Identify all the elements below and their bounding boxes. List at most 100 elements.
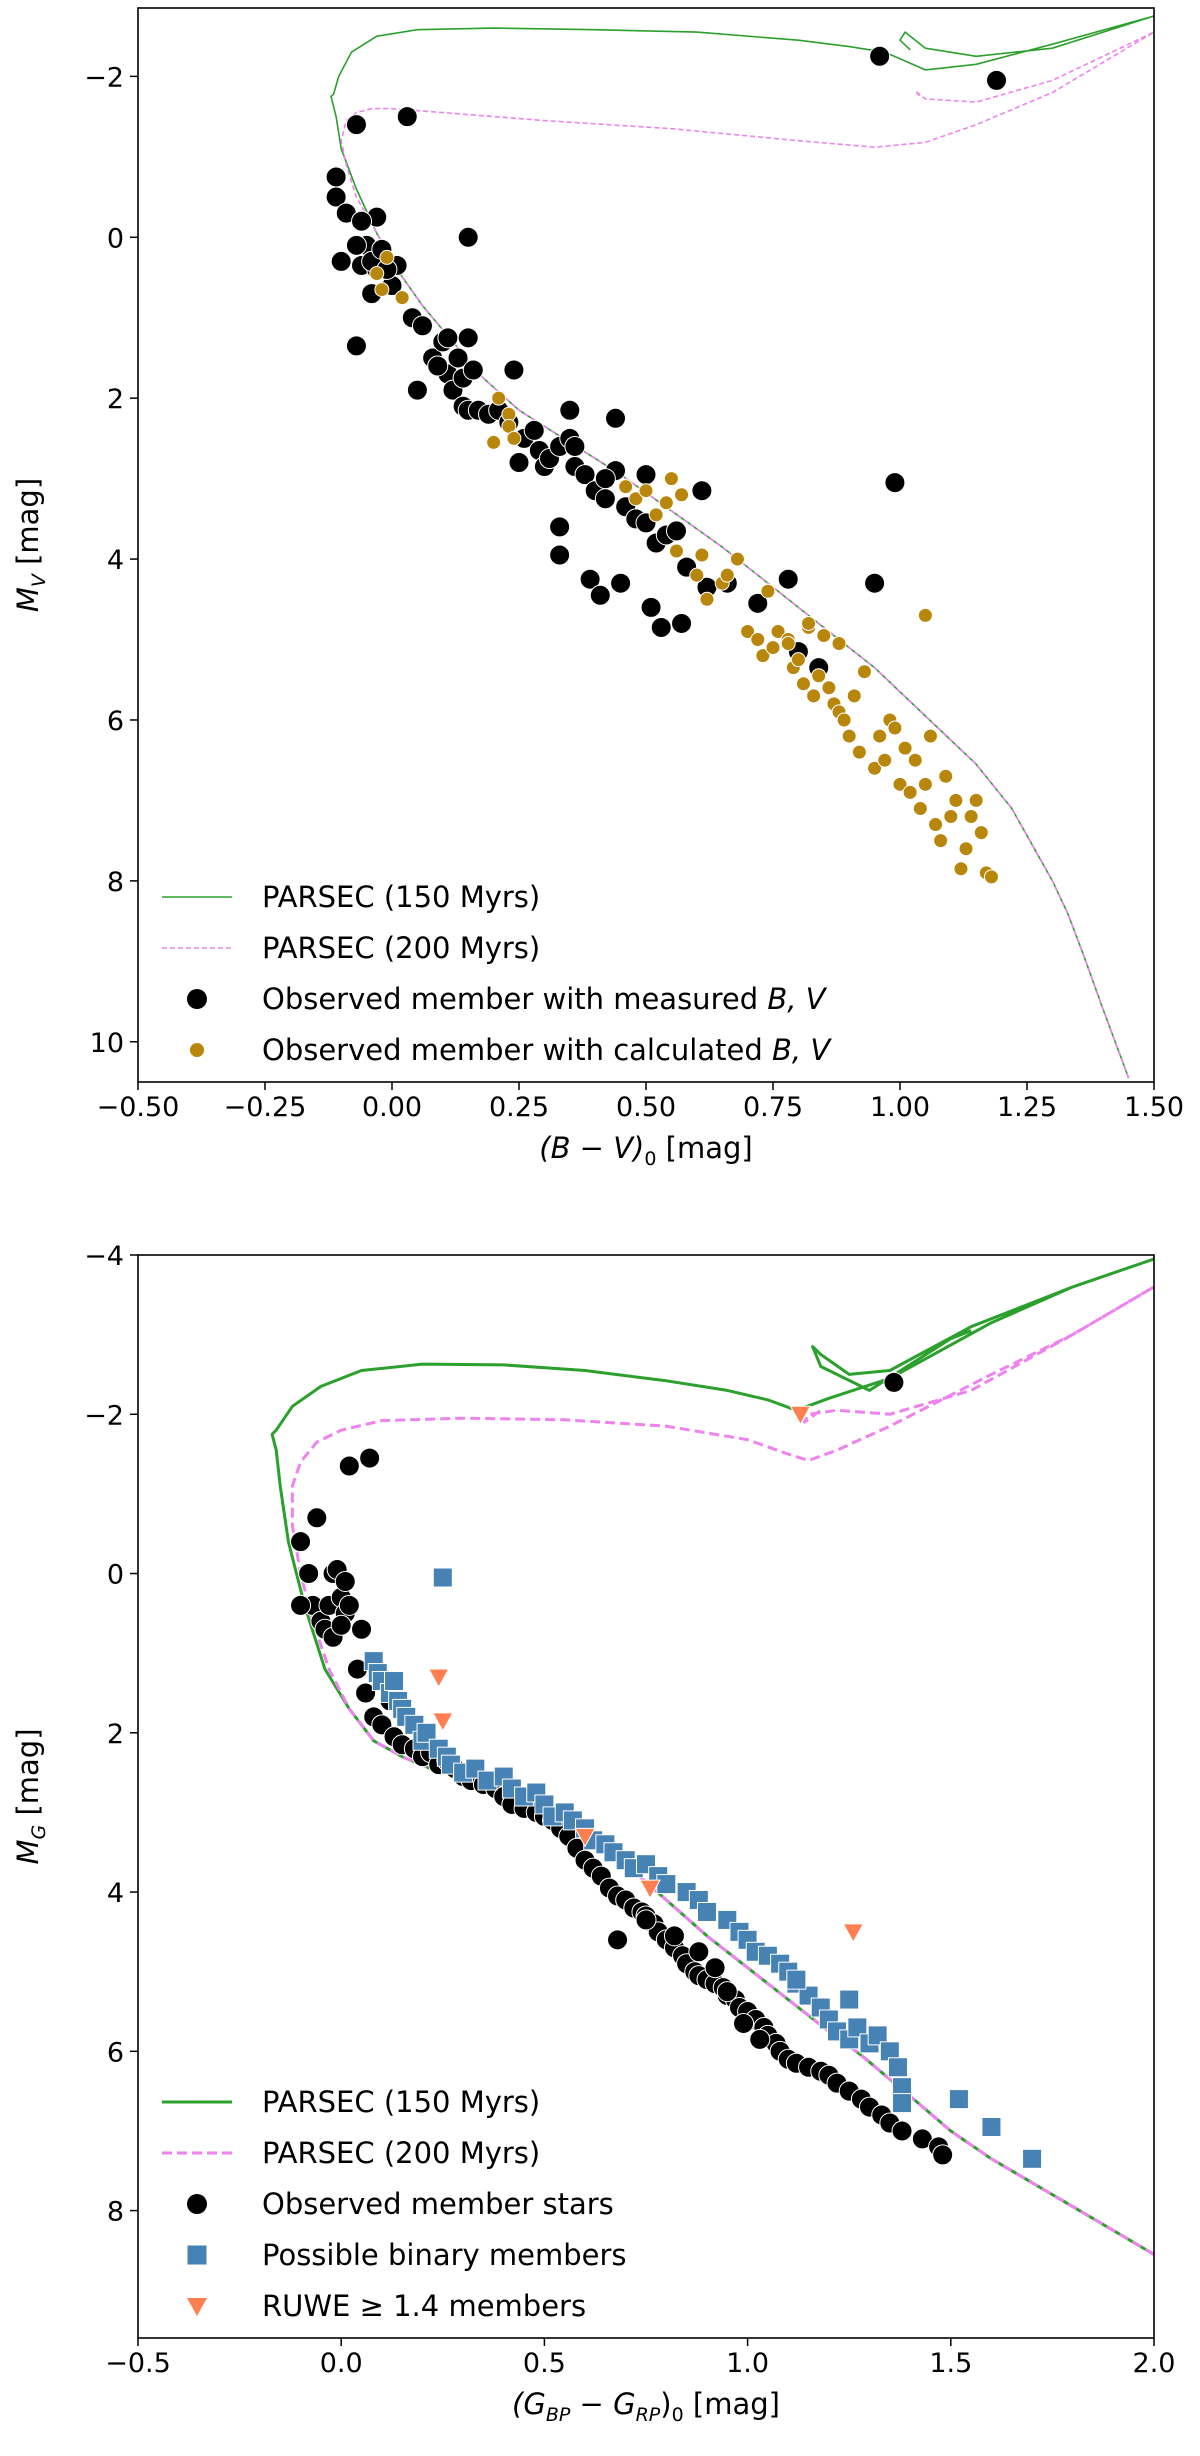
data-point	[933, 833, 949, 849]
data-point	[811, 668, 827, 684]
data-point	[486, 434, 502, 450]
legend-label: PARSEC (200 Myrs)	[262, 2136, 540, 2170]
data-point	[374, 282, 390, 298]
y-tick-label: 8	[107, 2197, 124, 2228]
data-point	[816, 628, 832, 644]
data-point	[605, 407, 627, 429]
data-point	[665, 520, 687, 542]
data-point	[359, 1447, 381, 1469]
data-point	[877, 752, 893, 768]
data-point	[884, 472, 906, 494]
x-tick-label: 0.00	[362, 1092, 422, 1123]
data-point	[948, 2089, 969, 2110]
legend-item: Observed member with calculated B, V	[190, 1033, 832, 1067]
plot-area	[270, 1257, 1154, 2256]
data-point	[668, 543, 684, 559]
data-point	[306, 1507, 328, 1529]
data-point	[856, 664, 872, 680]
data-point	[345, 234, 367, 256]
data-point	[928, 817, 944, 833]
data-point	[747, 592, 769, 614]
data-point	[892, 2093, 913, 2114]
legend-swatch	[187, 2298, 207, 2316]
data-point	[594, 468, 616, 490]
data-point	[770, 623, 786, 639]
data-point	[760, 583, 776, 599]
data-point	[508, 452, 530, 474]
data-point	[663, 1925, 685, 1947]
data-point	[842, 1923, 865, 1943]
data-point	[841, 728, 857, 744]
legend-item: PARSEC (150 Myrs)	[162, 2085, 540, 2119]
data-point	[883, 1371, 905, 1393]
data-point	[334, 1570, 356, 1592]
data-point	[864, 572, 886, 594]
data-point	[549, 544, 571, 566]
x-tick-label: −0.25	[224, 1092, 307, 1123]
y-tick-label: 6	[107, 2037, 124, 2068]
data-point	[325, 186, 347, 208]
y-tick-label: 4	[107, 1878, 124, 1909]
data-point	[872, 728, 888, 744]
data-point	[836, 712, 852, 728]
data-point	[902, 784, 918, 800]
data-point	[574, 1827, 596, 1848]
data-point	[579, 568, 601, 590]
data-point	[298, 1563, 320, 1585]
panel-cmd-bv: −0.50 −0.25 0.00 0.25 0.50 0.75 1.00 1.25 1.50 −2…	[11, 7, 1184, 1170]
data-point	[968, 792, 984, 808]
legend-item: RUWE ≥ 1.4 members	[187, 2289, 586, 2323]
legend: PARSEC (150 Myrs) PARSEC (200 Myrs) Observ…	[162, 2085, 627, 2323]
legend-item: PARSEC (150 Myrs)	[162, 880, 540, 914]
legend-item: Possible binary members	[187, 2238, 627, 2272]
data-point	[847, 2017, 868, 2038]
data-point	[887, 2057, 908, 2078]
data-point	[948, 792, 964, 808]
data-point	[345, 114, 367, 136]
data-point	[663, 471, 679, 487]
data-point	[691, 480, 713, 502]
x-tick-label: 0.75	[743, 1092, 803, 1123]
data-point	[369, 265, 385, 281]
y-tick-label: 10	[90, 1028, 124, 1059]
data-point	[384, 1671, 405, 1692]
data-point	[704, 1957, 726, 1979]
data-point	[506, 430, 522, 446]
data-point	[831, 636, 847, 652]
data-point	[1022, 2148, 1043, 2169]
data-point	[610, 572, 632, 594]
data-point	[897, 740, 913, 756]
data-point	[973, 825, 989, 841]
x-axis-label: (GBP − GRP)0 [mag]	[512, 2387, 780, 2426]
data-point	[355, 1682, 377, 1704]
data-point	[427, 355, 449, 377]
data-point	[574, 464, 596, 486]
data-point	[396, 106, 418, 128]
data-point	[789, 1405, 812, 1426]
data-point	[330, 1614, 352, 1636]
data-point	[607, 1929, 629, 1951]
data-point	[729, 551, 745, 567]
data-point	[869, 45, 891, 67]
x-tick-label: 0.0	[320, 2348, 363, 2379]
data-point	[755, 648, 771, 664]
data-point	[447, 347, 469, 369]
x-tick-label: −0.5	[105, 2348, 171, 2379]
x-axis-label: (B − V)0 [mag]	[539, 1131, 752, 1170]
data-point	[786, 1969, 807, 1990]
data-point	[411, 315, 433, 337]
data-point	[351, 210, 373, 232]
legend-item: PARSEC (200 Myrs)	[162, 931, 540, 965]
isochrone-line-0	[330, 15, 1154, 1079]
data-point	[589, 584, 611, 606]
data-point	[867, 760, 883, 776]
y-tick-label: 8	[107, 867, 124, 898]
x-tick-label: 0.5	[523, 2348, 566, 2379]
data-point	[983, 869, 999, 885]
legend-swatch	[187, 2245, 207, 2265]
data-point	[917, 607, 933, 623]
data-point	[958, 841, 974, 857]
data-point	[749, 2028, 771, 2050]
data-point	[674, 487, 690, 503]
